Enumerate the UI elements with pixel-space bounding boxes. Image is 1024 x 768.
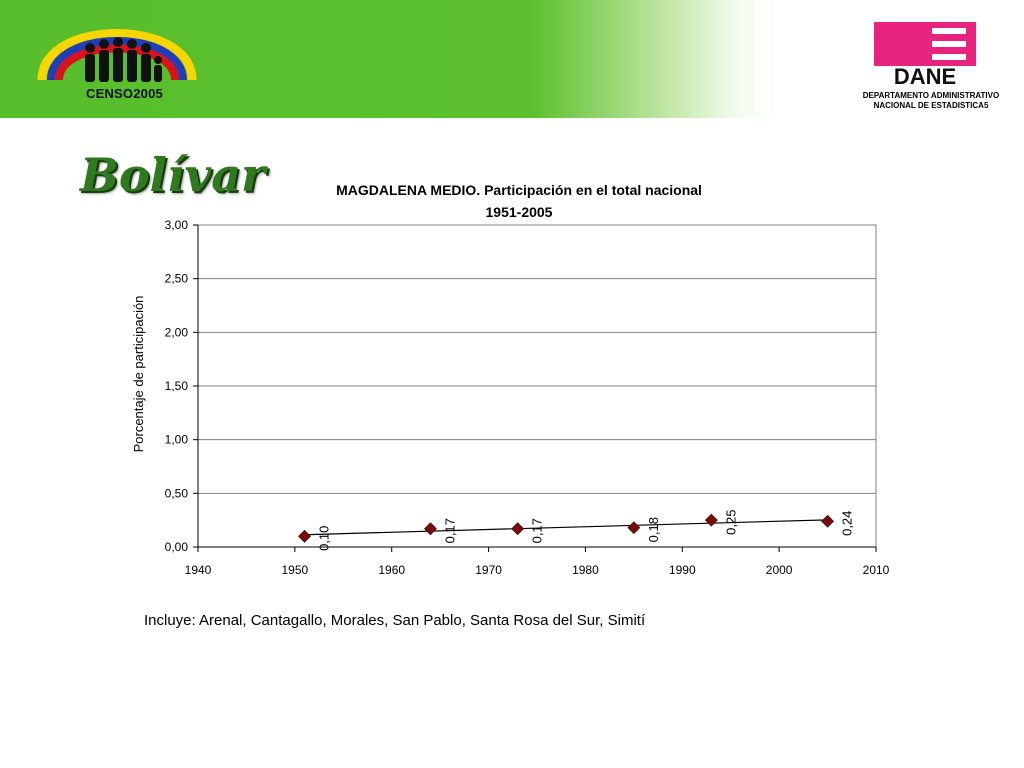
y-tick-label: 3,00 xyxy=(165,218,189,232)
header-banner: CENSO2005 DANE DEPARTAMENTO ADMINISTRATI… xyxy=(0,0,1024,118)
data-point-marker xyxy=(298,529,311,543)
x-tick-label: 1950 xyxy=(282,563,309,577)
data-label: 0,17 xyxy=(442,518,457,543)
x-tick-label: 1940 xyxy=(185,563,212,577)
y-tick-label: 0,00 xyxy=(165,540,189,554)
data-label: 0,10 xyxy=(317,526,332,551)
dane-logo-text: DANE xyxy=(894,64,956,86)
dane-subtitle-line1: DEPARTAMENTO ADMINISTRATIVO xyxy=(862,91,1000,100)
dane-subtitle-line2: NACIONAL DE ESTADISTICA5 xyxy=(873,101,989,110)
data-point-marker xyxy=(704,513,718,527)
chart-subtitle: 1951-2005 xyxy=(486,204,553,220)
data-label: 0,18 xyxy=(646,517,661,542)
page-title: Bolívar xyxy=(80,148,266,202)
data-point-marker xyxy=(821,514,834,528)
trend-line xyxy=(304,519,828,536)
footnote: Incluye: Arenal, Cantagallo, Morales, Sa… xyxy=(144,612,646,629)
censo-2005-logo xyxy=(37,29,197,82)
y-tick-label: 2,00 xyxy=(165,325,189,339)
dane-subtitle: DEPARTAMENTO ADMINISTRATIVO NACIONAL DE … xyxy=(846,91,1016,111)
data-point-marker xyxy=(627,521,641,535)
censo-2005-text: CENSO2005 xyxy=(86,86,163,101)
y-tick-label: 1,00 xyxy=(165,433,189,447)
data-series: 0,10 0,17 0,17 0,18 0,25 0,24 xyxy=(298,510,855,551)
x-tick-label: 1960 xyxy=(378,563,405,577)
y-tick-label: 0,50 xyxy=(165,486,189,500)
x-tick-label: 1990 xyxy=(669,563,696,577)
x-tick-label: 2010 xyxy=(863,563,890,577)
chart-title: MAGDALENA MEDIO. Participación en el tot… xyxy=(336,182,702,198)
data-label: 0,17 xyxy=(530,518,545,543)
axes: 0,00 0,50 1,00 1,50 2,00 2,50 3,00 1940 1950 1960… xyxy=(165,218,890,577)
participation-chart: MAGDALENA MEDIO. Participación en el tot… xyxy=(131,182,890,577)
dane-logo: DANE xyxy=(874,22,976,86)
data-label: 0,24 xyxy=(840,511,855,536)
grid-lines xyxy=(198,278,876,494)
y-tick-label: 2,50 xyxy=(165,272,189,286)
y-axis-label: Porcentaje de participación xyxy=(131,296,146,453)
x-tick-label: 2000 xyxy=(766,563,793,577)
data-label: 0,25 xyxy=(723,510,738,535)
data-point-marker xyxy=(424,522,437,536)
y-tick-label: 1,50 xyxy=(165,379,189,393)
x-tick-label: 1980 xyxy=(572,563,599,577)
x-tick-label: 1970 xyxy=(475,563,502,577)
data-point-marker xyxy=(511,522,525,536)
